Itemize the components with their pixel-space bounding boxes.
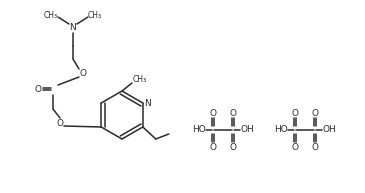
Text: O: O	[210, 108, 216, 118]
Text: HO: HO	[274, 125, 288, 135]
Text: O: O	[210, 142, 216, 152]
Text: O: O	[230, 108, 237, 118]
Text: O: O	[292, 142, 299, 152]
Text: O: O	[292, 108, 299, 118]
Text: OH: OH	[240, 125, 254, 135]
Text: HO: HO	[192, 125, 206, 135]
Text: O: O	[230, 142, 237, 152]
Text: CH₃: CH₃	[88, 10, 102, 19]
Text: CH₃: CH₃	[44, 10, 58, 19]
Text: O: O	[57, 119, 64, 128]
Text: O: O	[35, 85, 42, 95]
Text: N: N	[145, 100, 151, 108]
Text: O: O	[80, 69, 87, 78]
Text: CH₃: CH₃	[133, 75, 147, 85]
Text: O: O	[311, 142, 319, 152]
Text: O: O	[311, 108, 319, 118]
Text: N: N	[70, 24, 76, 32]
Text: OH: OH	[322, 125, 336, 135]
